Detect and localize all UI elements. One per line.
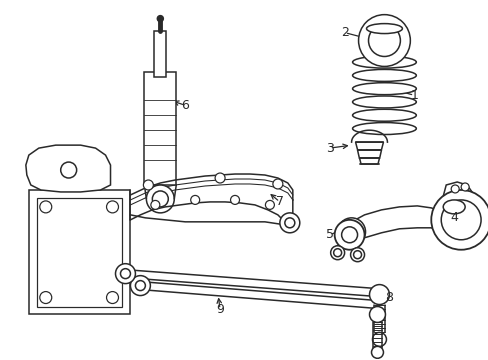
Text: 2: 2 [340,26,348,39]
Circle shape [450,185,458,193]
Ellipse shape [352,122,415,135]
Polygon shape [144,72,176,185]
Circle shape [61,162,77,178]
Circle shape [371,346,383,358]
Circle shape [106,201,118,213]
FancyBboxPatch shape [29,190,130,315]
Ellipse shape [352,109,415,121]
Text: 8: 8 [385,291,393,304]
Polygon shape [441,182,473,200]
Circle shape [115,264,135,284]
Circle shape [440,200,480,240]
Ellipse shape [352,69,415,81]
Circle shape [333,249,341,257]
Circle shape [430,190,488,250]
Ellipse shape [352,56,415,68]
Circle shape [157,15,163,22]
Circle shape [279,213,299,233]
Polygon shape [154,31,166,77]
Text: 9: 9 [216,303,224,316]
Circle shape [135,280,145,291]
Circle shape [341,227,357,243]
Ellipse shape [352,83,415,95]
Circle shape [460,183,468,191]
Circle shape [285,218,294,228]
Polygon shape [435,192,483,244]
Text: 1: 1 [409,89,417,102]
Ellipse shape [352,96,415,108]
Polygon shape [357,150,381,158]
Circle shape [350,248,364,262]
Circle shape [190,195,199,204]
Polygon shape [355,142,383,150]
Circle shape [143,180,153,190]
Circle shape [151,201,160,210]
Text: 7: 7 [275,195,283,208]
Text: 3: 3 [325,141,333,155]
Circle shape [330,246,344,260]
Circle shape [272,179,282,189]
Circle shape [369,306,385,323]
Ellipse shape [442,200,464,214]
Circle shape [353,251,361,259]
Circle shape [130,276,150,296]
Circle shape [265,201,274,210]
Circle shape [372,332,386,346]
Circle shape [337,218,365,246]
Polygon shape [351,206,441,242]
Polygon shape [359,158,379,164]
FancyBboxPatch shape [37,198,122,306]
Circle shape [40,292,52,303]
Circle shape [146,185,174,213]
Circle shape [106,292,118,303]
Circle shape [368,24,400,57]
Circle shape [230,195,239,204]
Circle shape [215,173,224,183]
Text: 5: 5 [325,228,333,241]
Circle shape [152,191,168,207]
Ellipse shape [366,24,402,33]
Circle shape [120,269,130,279]
Circle shape [369,285,388,305]
Text: 6: 6 [181,99,189,112]
Polygon shape [26,145,110,192]
Circle shape [40,201,52,213]
Text: 4: 4 [449,211,457,224]
Circle shape [358,15,409,67]
Circle shape [344,225,358,239]
Circle shape [334,220,364,250]
